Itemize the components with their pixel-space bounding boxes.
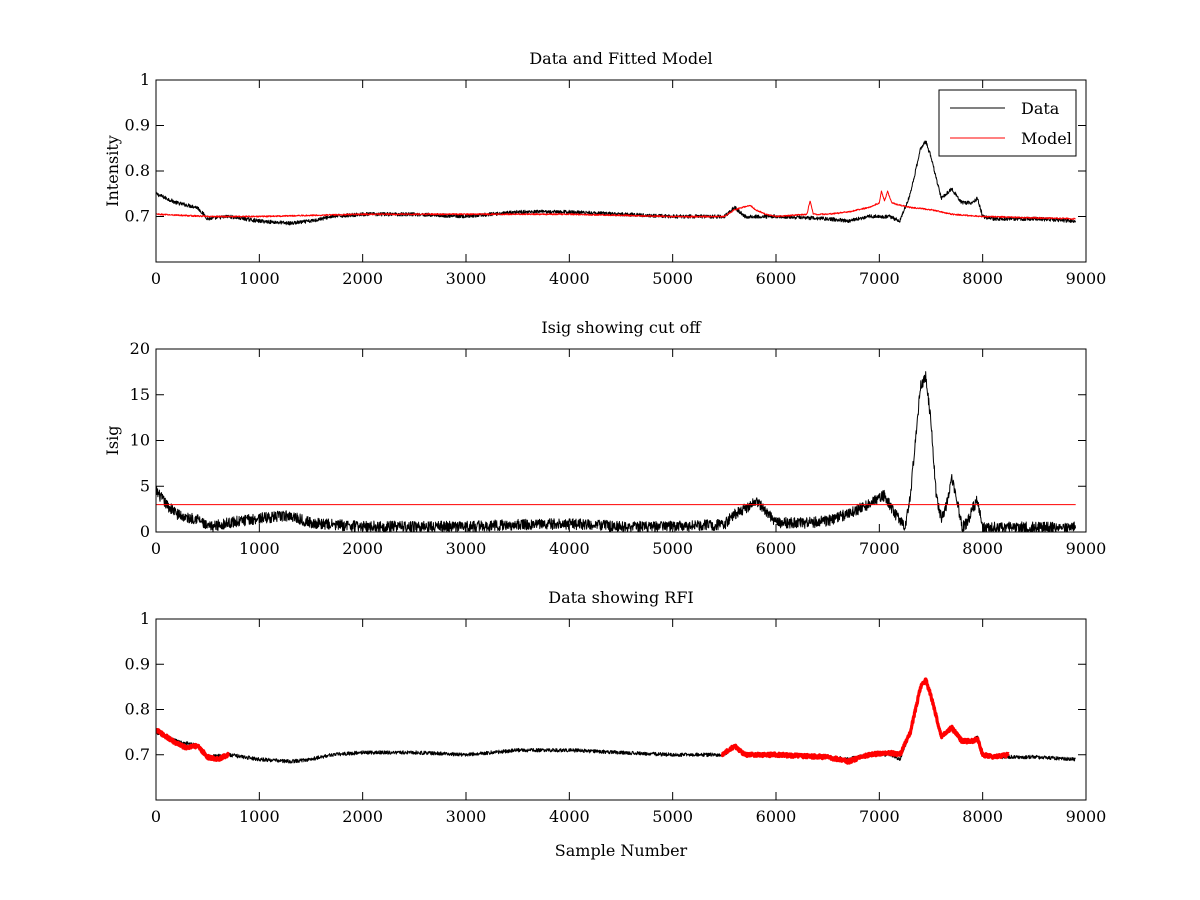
chart-title: Isig showing cut off <box>541 318 702 337</box>
x-tick-label: 4000 <box>549 539 590 558</box>
subplot-2: 0 1000 2000 3000 4000 5000 6000 7000 8000 9000 0 5 1… <box>103 318 1106 558</box>
x-tick-label: 9000 <box>1066 807 1107 826</box>
x-tick-label: 3000 <box>446 807 487 826</box>
y-tick-label: 20 <box>130 339 150 358</box>
y-tick-label: 1 <box>140 70 150 89</box>
y-tick-label: 0.8 <box>125 700 150 719</box>
x-tick-label: 0 <box>151 269 161 288</box>
x-tick-label: 4000 <box>549 807 590 826</box>
series-group <box>156 140 1076 226</box>
x-tick-label: 7000 <box>859 269 900 288</box>
y-tick-label: 0.7 <box>125 207 150 226</box>
x-tick-label: 1000 <box>239 539 280 558</box>
x-tick-label: 7000 <box>859 539 900 558</box>
x-tick-label: 6000 <box>756 269 797 288</box>
series-line-3 <box>720 677 1010 765</box>
x-tick-label: 8000 <box>962 269 1003 288</box>
plot-area <box>156 619 1086 800</box>
chart-title: Data showing RFI <box>548 588 693 607</box>
x-tick-label: 5000 <box>652 539 693 558</box>
x-tick-label: 1000 <box>239 269 280 288</box>
x-tick-label: 5000 <box>652 269 693 288</box>
x-tick-label: 5000 <box>652 807 693 826</box>
x-axis-label: Sample Number <box>555 841 688 860</box>
x-tick-label: 7000 <box>859 807 900 826</box>
chart-title: Data and Fitted Model <box>529 49 712 68</box>
x-tick-label: 0 <box>151 539 161 558</box>
y-tick-label: 1 <box>140 609 150 628</box>
plot-area <box>156 80 1086 262</box>
subplot-1: 0 1000 2000 3000 4000 5000 6000 7000 8000 9000 0.7… <box>103 49 1106 288</box>
x-tick-label: 2000 <box>342 539 383 558</box>
x-tick-label: 6000 <box>756 539 797 558</box>
y-tick-label: 0.8 <box>125 161 150 180</box>
y-axis-label: Isig <box>103 426 122 456</box>
series-group <box>156 677 1076 765</box>
x-tick-label: 9000 <box>1066 539 1107 558</box>
x-tick-label: 6000 <box>756 807 797 826</box>
x-tick-label: 4000 <box>549 269 590 288</box>
x-tick-label: 2000 <box>342 269 383 288</box>
y-tick-label: 15 <box>130 385 150 404</box>
y-tick-label: 0 <box>140 522 150 541</box>
legend-label-model: Model <box>1021 129 1072 148</box>
series-group <box>156 371 1076 532</box>
x-tick-label: 0 <box>151 807 161 826</box>
x-tick-label: 3000 <box>446 539 487 558</box>
legend-label-data: Data <box>1021 99 1060 118</box>
y-tick-label: 5 <box>140 476 150 495</box>
series-line-2 <box>156 727 230 762</box>
y-tick-label: 0.7 <box>125 745 150 764</box>
plot-area <box>156 349 1086 532</box>
x-tick-label: 2000 <box>342 807 383 826</box>
x-tick-label: 8000 <box>962 807 1003 826</box>
legend-box <box>938 89 1077 157</box>
subplot-3: 0 1000 2000 3000 4000 5000 6000 7000 8000 9000 0.7… <box>125 588 1107 860</box>
x-tick-label: 9000 <box>1066 269 1107 288</box>
x-tick-label: 8000 <box>962 539 1003 558</box>
legend: Data Model <box>938 89 1077 157</box>
y-tick-label: 0.9 <box>125 654 150 673</box>
y-tick-label: 10 <box>130 431 150 450</box>
x-tick-label: 3000 <box>446 269 487 288</box>
y-tick-label: 0.9 <box>125 116 150 135</box>
series-line-1 <box>156 371 1076 532</box>
series-model <box>156 190 1076 220</box>
y-axis-label: Intensity <box>103 135 122 207</box>
x-tick-label: 1000 <box>239 807 280 826</box>
